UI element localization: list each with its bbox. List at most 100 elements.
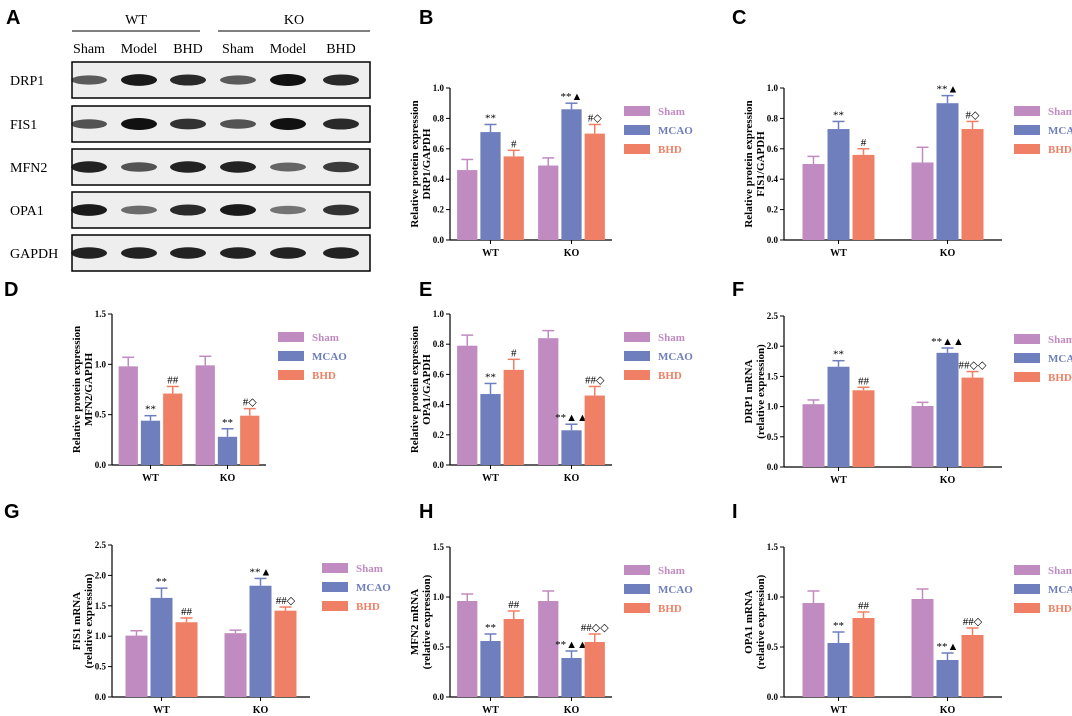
y-tick-label: 1.0 — [433, 83, 445, 93]
blot-band — [220, 75, 256, 85]
blot-row-label-gapdh: GAPDH — [10, 247, 58, 262]
bar-mcao — [480, 641, 501, 697]
x-category-label: KO — [564, 705, 580, 716]
legend-label-mcao: MCAO — [356, 582, 391, 594]
y-tick-label: 1.5 — [95, 309, 107, 319]
y-tick-label: 1.0 — [767, 592, 779, 602]
bar-bhd — [240, 415, 260, 465]
x-category-label: WT — [142, 473, 159, 484]
x-category-label: KO — [564, 473, 580, 484]
bar-mcao — [936, 352, 959, 467]
legend-label-sham: Sham — [356, 563, 383, 575]
significance-marker: ## — [167, 374, 179, 386]
legend-swatch-mcao — [1014, 584, 1040, 594]
bar-bhd — [584, 133, 605, 240]
legend-swatch-sham — [1014, 565, 1040, 575]
legend-label-mcao: MCAO — [658, 584, 693, 596]
blot-row-label-opa1: OPA1 — [10, 204, 44, 219]
legend-label-sham: Sham — [658, 565, 685, 577]
bar-bhd — [274, 610, 297, 697]
legend-swatch-bhd — [624, 370, 650, 380]
significance-marker: **▲▲ — [931, 336, 964, 348]
legend-swatch-bhd — [322, 601, 348, 611]
y-axis-title: Relative protein expression — [409, 100, 421, 227]
legend-label-mcao: MCAO — [1048, 125, 1072, 137]
x-category-label: KO — [253, 705, 269, 716]
significance-marker: #◇ — [588, 112, 603, 124]
y-tick-label: 0.0 — [767, 462, 779, 472]
bar-sham — [802, 164, 825, 240]
significance-marker: **▲▲ — [555, 639, 588, 651]
x-category-label: WT — [830, 705, 847, 716]
blot-row-label-fis1: FIS1 — [10, 118, 37, 133]
legend-swatch-bhd — [1014, 603, 1040, 613]
bar-bhd — [961, 635, 984, 697]
y-tick-label: 0.0 — [433, 692, 445, 702]
panel-letter-f: F — [732, 279, 744, 301]
y-axis-title: Relative protein expression — [409, 326, 421, 453]
y-tick-label: 0.5 — [767, 432, 779, 442]
legend-swatch-sham — [322, 563, 348, 573]
blot-band — [220, 204, 256, 216]
group-header-wt: WT — [125, 13, 147, 28]
significance-marker: ##◇◇ — [581, 622, 609, 634]
significance-marker: # — [511, 138, 517, 150]
y-axis-title: DRP1 mRNA — [743, 360, 755, 424]
legend-label-bhd: BHD — [658, 370, 682, 382]
bar-bhd — [163, 393, 183, 465]
bar-bhd — [584, 642, 605, 697]
legend-swatch-mcao — [624, 351, 650, 361]
bar-sham — [911, 162, 934, 240]
y-tick-label: 1.5 — [767, 542, 779, 552]
y-tick-label: 0.5 — [95, 662, 107, 672]
legend-swatch-bhd — [278, 370, 304, 380]
blot-band — [121, 247, 157, 259]
y-axis-subtitle: (relative expression) — [755, 344, 767, 439]
legend-swatch-sham — [624, 106, 650, 116]
significance-marker: ** — [833, 620, 844, 632]
y-tick-label: 0.2 — [767, 205, 779, 215]
legend-label-bhd: BHD — [1048, 372, 1072, 384]
legend-label-mcao: MCAO — [1048, 353, 1072, 365]
legend-swatch-bhd — [1014, 372, 1040, 382]
significance-marker: ** — [485, 112, 496, 124]
significance-marker: # — [861, 137, 867, 149]
y-tick-label: 0.0 — [433, 235, 445, 245]
bar-bhd — [175, 622, 198, 697]
legend-swatch-bhd — [624, 144, 650, 154]
lane-label: Model — [121, 42, 158, 57]
blot-band — [71, 161, 107, 173]
significance-marker: **▲ — [250, 566, 272, 578]
legend-label-bhd: BHD — [1048, 144, 1072, 156]
blot-band — [121, 118, 157, 130]
y-tick-label: 0.5 — [433, 642, 445, 652]
bar-sham — [118, 366, 138, 465]
legend-label-bhd: BHD — [356, 601, 380, 613]
significance-marker: ## — [508, 599, 520, 611]
y-axis-subtitle: DRP1/GAPDH — [421, 128, 433, 199]
significance-marker: ** — [833, 109, 844, 121]
significance-marker: #◇ — [966, 109, 981, 121]
y-axis-subtitle: (relative expression) — [421, 574, 433, 669]
bar-mcao — [936, 660, 959, 697]
y-axis-title: OPA1 mRNA — [743, 590, 755, 654]
x-category-label: KO — [564, 248, 580, 259]
bar-mcao — [827, 129, 850, 240]
legend-swatch-mcao — [624, 584, 650, 594]
blot-band — [270, 205, 306, 215]
bar-bhd — [584, 395, 605, 465]
y-tick-label: 0.0 — [767, 692, 779, 702]
x-category-label: KO — [940, 248, 956, 259]
blot-row-label-drp1: DRP1 — [10, 74, 44, 89]
legend-swatch-mcao — [278, 351, 304, 361]
blot-panel: A WT Sham Model BHD KO Sham Model BHD DRP1 FIS1 MFN… — [6, 7, 371, 272]
legend-label-sham: Sham — [1048, 565, 1072, 577]
blot-band — [71, 119, 107, 129]
bar-bhd — [961, 377, 984, 467]
significance-marker: ** — [222, 417, 233, 429]
x-category-label: KO — [940, 475, 956, 486]
y-tick-label: 0.5 — [767, 642, 779, 652]
bar-bhd — [503, 156, 524, 240]
y-tick-label: 0.8 — [433, 339, 445, 349]
